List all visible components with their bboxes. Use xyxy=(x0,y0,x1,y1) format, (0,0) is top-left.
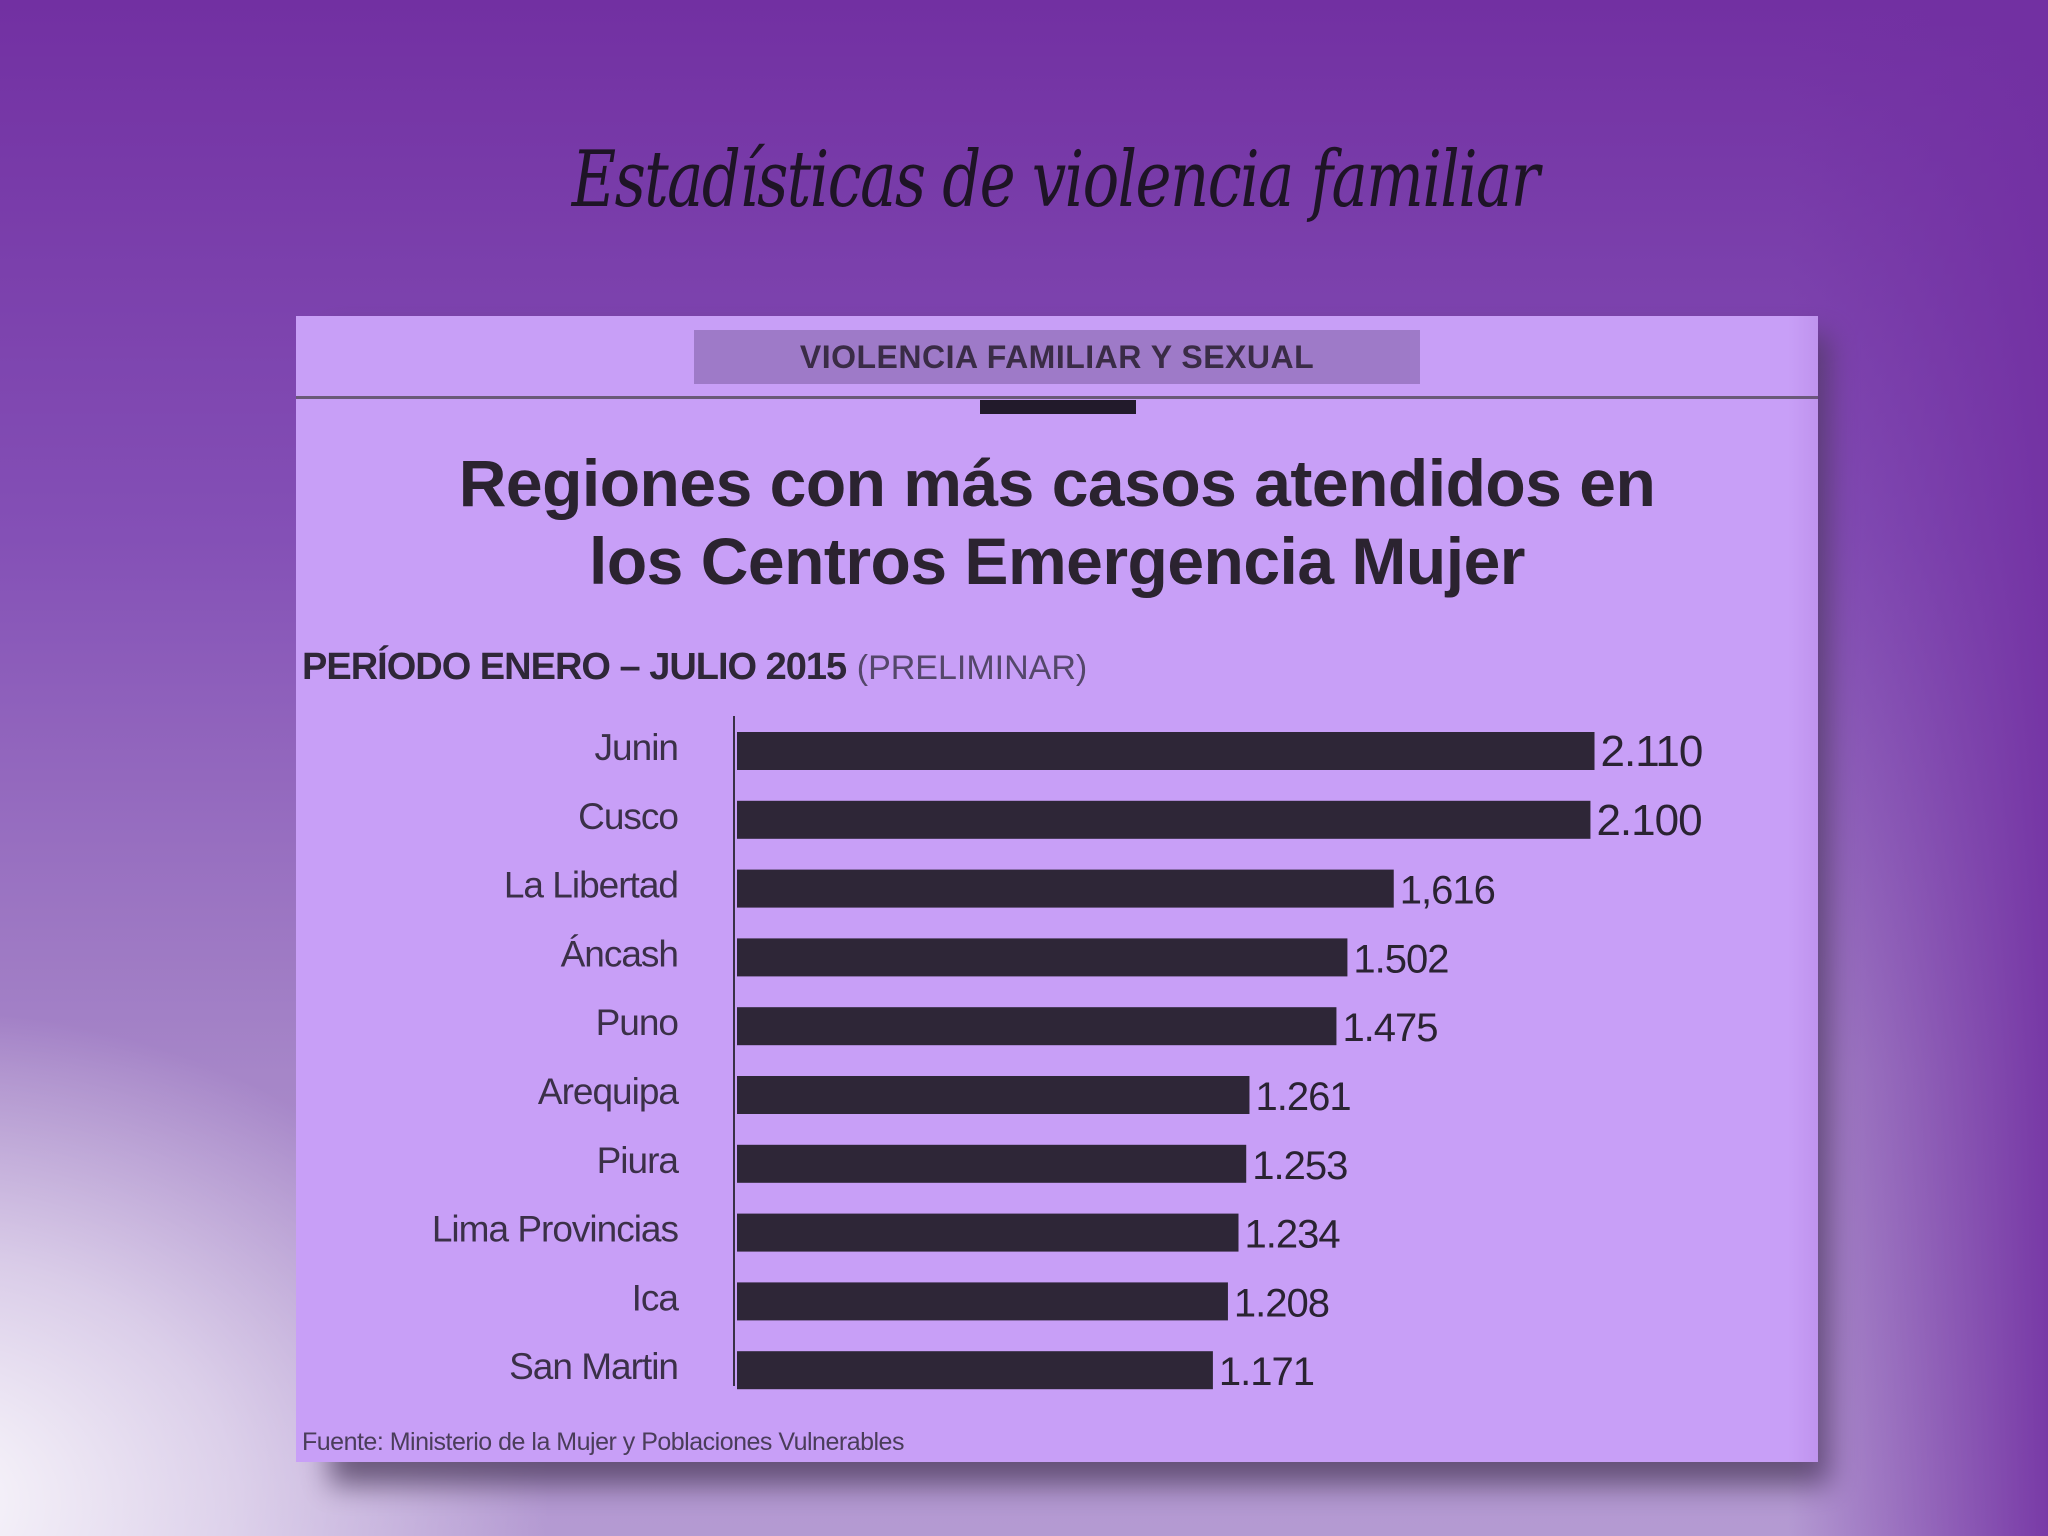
infographic-card: VIOLENCIA FAMILIAR Y SEXUAL Regiones con… xyxy=(296,316,1818,1462)
bar xyxy=(737,938,1348,977)
value-label: 2.110 xyxy=(1601,727,1703,776)
category-label: San Martin xyxy=(509,1346,678,1387)
bar xyxy=(737,1351,1213,1390)
bar xyxy=(737,800,1591,839)
header-band: VIOLENCIA FAMILIAR Y SEXUAL xyxy=(694,330,1420,384)
bar xyxy=(737,732,1595,770)
value-label: 1.253 xyxy=(1252,1144,1347,1188)
value-label: 1.475 xyxy=(1342,1006,1437,1050)
bar xyxy=(737,1213,1239,1252)
chart-title: Regiones con más casos atendidos en los … xyxy=(296,444,1818,600)
top-rule xyxy=(296,396,1818,399)
bar xyxy=(737,1282,1228,1321)
value-label: 1.261 xyxy=(1255,1075,1350,1119)
value-label: 1.208 xyxy=(1234,1281,1329,1325)
value-label: 2.100 xyxy=(1596,796,1701,845)
source-note: Fuente: Ministerio de la Mujer y Poblaci… xyxy=(302,1428,904,1456)
category-label: Piura xyxy=(597,1140,680,1181)
bar xyxy=(737,1007,1337,1046)
category-label: Ica xyxy=(632,1277,680,1318)
header-accent xyxy=(980,400,1136,414)
bars-group: Junin 2.110 Cusco 2.100 La Libertad 1,616 Ánca… xyxy=(432,727,1704,1394)
category-label: Junin xyxy=(595,727,678,768)
bar xyxy=(737,1076,1250,1114)
category-label: Arequipa xyxy=(538,1071,680,1112)
value-label: 1.171 xyxy=(1219,1350,1314,1394)
category-label: La Libertad xyxy=(504,865,678,906)
chart-subtitle: PERÍODO ENERO – JULIO 2015 (PRELIMINAR) xyxy=(302,646,1087,689)
preliminary-label: (PRELIMINAR) xyxy=(856,649,1088,687)
period-label: PERÍODO ENERO – JULIO 2015 xyxy=(302,646,847,688)
category-label: Lima Provincias xyxy=(432,1209,679,1250)
category-label: Puno xyxy=(596,1002,679,1043)
category-label: Áncash xyxy=(561,933,678,974)
value-label: 1.234 xyxy=(1244,1213,1340,1257)
bar-chart: Junin 2.110 Cusco 2.100 La Libertad 1,616 Ánca… xyxy=(432,716,1704,1394)
bar xyxy=(737,1144,1247,1183)
bar xyxy=(737,869,1394,908)
value-label: 1.502 xyxy=(1353,937,1448,981)
chart-title-line-2: los Centros Emergencia Mujer xyxy=(589,524,1525,598)
value-label: 1,616 xyxy=(1400,869,1495,913)
category-label: Cusco xyxy=(578,796,678,837)
slide-title: Estadísticas de violencia familiar xyxy=(571,135,1540,225)
chart-title-line-1: Regiones con más casos atendidos en xyxy=(458,446,1656,520)
